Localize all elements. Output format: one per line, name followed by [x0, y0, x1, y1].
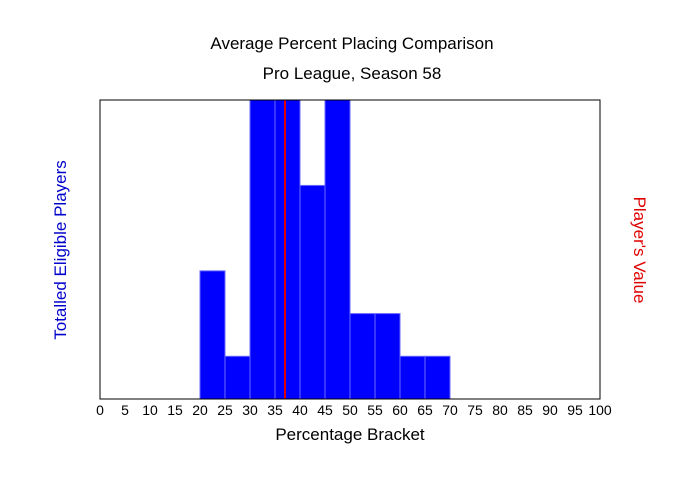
x-tick-label: 35 — [267, 402, 283, 418]
histogram-bar — [199, 270, 226, 400]
histogram-bar — [224, 355, 251, 400]
x-tick-label: 50 — [342, 402, 358, 418]
x-tick-label: 15 — [167, 402, 183, 418]
histogram-bar — [349, 313, 376, 400]
x-tick-label: 0 — [96, 402, 104, 418]
histogram-bar — [424, 355, 451, 400]
x-tick-label: 85 — [517, 402, 533, 418]
histogram-bar — [299, 184, 326, 400]
bars-group — [199, 99, 451, 400]
x-tick-label: 40 — [292, 402, 308, 418]
x-tick-label: 60 — [392, 402, 408, 418]
x-tick-label: 65 — [417, 402, 433, 418]
x-tick-label: 100 — [588, 402, 612, 418]
chart-title: Average Percent Placing Comparison — [210, 34, 493, 53]
x-tick-label: 5 — [121, 402, 129, 418]
histogram-bar — [324, 99, 351, 400]
x-tick-label: 55 — [367, 402, 383, 418]
histogram-bar — [399, 355, 426, 400]
x-tick-label: 10 — [142, 402, 158, 418]
x-tick-label: 80 — [492, 402, 508, 418]
left-y-axis-label: Totalled Eligible Players — [51, 160, 70, 340]
histogram-bar — [274, 99, 301, 400]
histogram-bar — [374, 313, 401, 400]
x-tick-label: 75 — [467, 402, 483, 418]
x-ticks-group: 0 5 10 15 20 25 30 35 40 45 50 55 60 65 70 75 80 85 90 95 10… — [96, 402, 612, 418]
x-tick-label: 95 — [567, 402, 583, 418]
right-y-axis-label: Player's Value — [630, 197, 649, 304]
x-axis-label: Percentage Bracket — [275, 425, 425, 444]
x-tick-label: 20 — [192, 402, 208, 418]
histogram-bar — [249, 99, 276, 400]
x-tick-label: 30 — [242, 402, 258, 418]
plot-frame — [99, 99, 601, 400]
x-tick-label: 70 — [442, 402, 458, 418]
x-tick-label: 90 — [542, 402, 558, 418]
chart-subtitle: Pro League, Season 58 — [263, 64, 442, 83]
x-tick-label: 45 — [317, 402, 333, 418]
x-tick-label: 25 — [217, 402, 233, 418]
